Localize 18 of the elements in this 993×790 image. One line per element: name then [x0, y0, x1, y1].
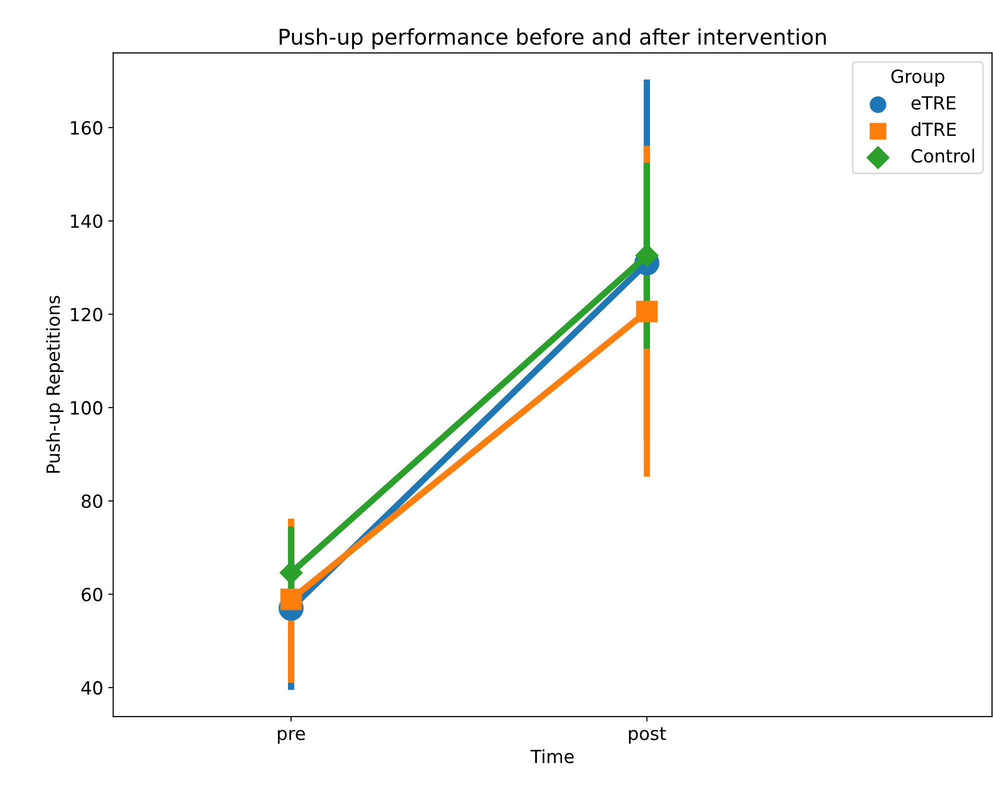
x-axis-title: Time	[530, 749, 574, 764]
x-tick-label: post	[629, 727, 666, 744]
y-tick-label: 120	[71, 308, 102, 322]
legend-title: Group	[891, 70, 944, 87]
x-tick-label: pre	[278, 730, 305, 744]
legend-label: dTRE	[911, 122, 956, 136]
y-axis-title: Push-up Repetitions	[46, 296, 64, 473]
legend-label: eTRE	[911, 96, 956, 110]
y-tick-label: 80	[82, 494, 102, 508]
y-tick-label: 140	[71, 214, 102, 228]
legend-label: Control	[912, 148, 974, 163]
y-tick-label: 100	[71, 401, 102, 415]
chart-title: Push-up performance before and after intervention	[280, 28, 826, 50]
y-tick-label: 40	[81, 681, 102, 695]
y-tick-label: 160	[71, 121, 102, 135]
y-tick-label: 60	[82, 588, 102, 602]
point	[636, 300, 658, 322]
point	[280, 588, 302, 610]
